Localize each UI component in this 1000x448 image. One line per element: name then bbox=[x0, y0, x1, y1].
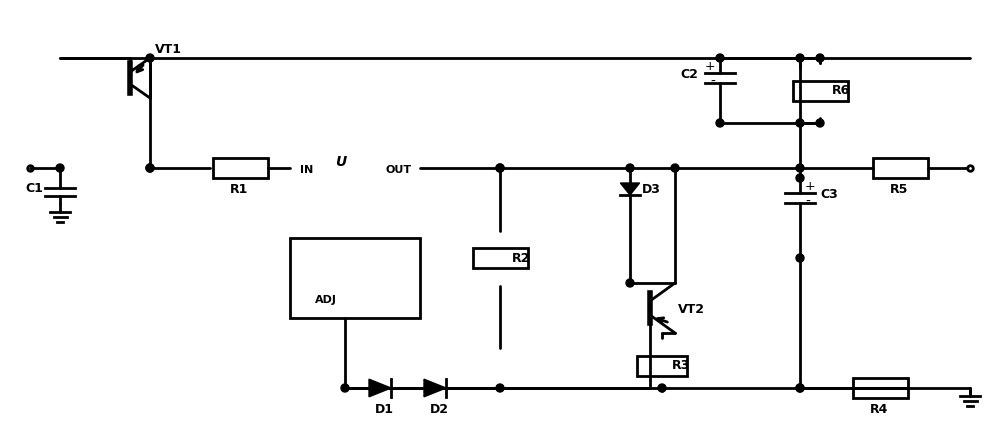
Circle shape bbox=[796, 384, 804, 392]
Text: D3: D3 bbox=[642, 183, 661, 196]
Circle shape bbox=[671, 164, 679, 172]
Text: C1: C1 bbox=[25, 182, 43, 195]
Circle shape bbox=[796, 54, 804, 62]
Text: -: - bbox=[805, 195, 810, 209]
Text: IN: IN bbox=[300, 165, 313, 175]
Circle shape bbox=[496, 164, 504, 172]
Circle shape bbox=[816, 119, 824, 127]
Bar bbox=[637, 356, 687, 375]
Bar bbox=[852, 378, 908, 398]
Circle shape bbox=[796, 384, 804, 392]
Text: +: + bbox=[805, 180, 816, 193]
Circle shape bbox=[626, 164, 634, 172]
Circle shape bbox=[796, 119, 804, 127]
Bar bbox=[872, 158, 928, 178]
Text: R2: R2 bbox=[512, 251, 530, 264]
Circle shape bbox=[626, 279, 634, 287]
Text: R6: R6 bbox=[832, 84, 850, 97]
Text: D2: D2 bbox=[430, 403, 449, 416]
Text: +: + bbox=[704, 60, 715, 73]
Text: R5: R5 bbox=[890, 183, 908, 196]
Circle shape bbox=[796, 174, 804, 182]
Circle shape bbox=[496, 164, 504, 172]
Text: R3: R3 bbox=[672, 359, 690, 372]
Circle shape bbox=[56, 164, 64, 172]
Text: -: - bbox=[710, 75, 715, 89]
Polygon shape bbox=[369, 379, 391, 397]
Circle shape bbox=[146, 164, 154, 172]
Circle shape bbox=[496, 384, 504, 392]
Text: R1: R1 bbox=[230, 183, 248, 196]
Text: VT2: VT2 bbox=[678, 303, 705, 316]
Circle shape bbox=[658, 384, 666, 392]
Circle shape bbox=[816, 54, 824, 62]
Polygon shape bbox=[424, 379, 446, 397]
Bar bbox=[792, 81, 848, 100]
Circle shape bbox=[146, 164, 154, 172]
Text: ADJ: ADJ bbox=[315, 295, 337, 305]
Polygon shape bbox=[620, 183, 640, 195]
Text: D1: D1 bbox=[375, 403, 394, 416]
Circle shape bbox=[796, 164, 804, 172]
Circle shape bbox=[716, 54, 724, 62]
Text: OUT: OUT bbox=[385, 165, 411, 175]
Circle shape bbox=[796, 254, 804, 262]
Bar bbox=[473, 248, 528, 268]
Bar bbox=[212, 158, 268, 178]
Bar bbox=[290, 238, 420, 318]
Text: C2: C2 bbox=[680, 68, 698, 81]
Text: U: U bbox=[335, 155, 346, 169]
Text: R4: R4 bbox=[870, 403, 888, 416]
Circle shape bbox=[146, 54, 154, 62]
Text: VT1: VT1 bbox=[155, 43, 182, 56]
Circle shape bbox=[716, 119, 724, 127]
Text: C3: C3 bbox=[820, 188, 838, 201]
Circle shape bbox=[341, 384, 349, 392]
